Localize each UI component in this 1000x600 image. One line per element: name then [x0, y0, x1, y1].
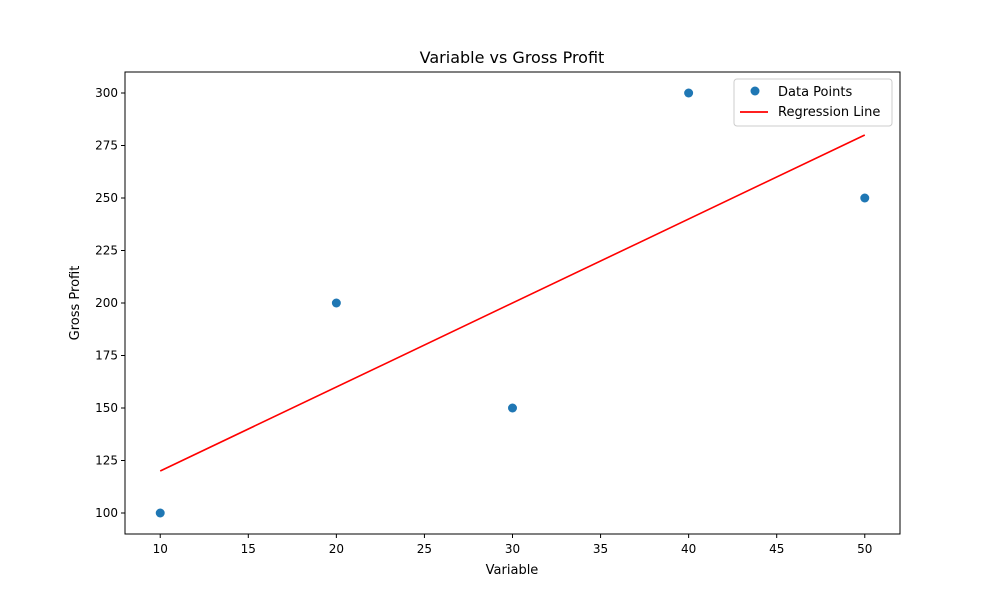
y-tick-label: 200	[95, 296, 118, 310]
y-axis-label: Gross Profit	[68, 266, 83, 341]
y-tick-label: 300	[95, 86, 118, 100]
x-tick-label: 15	[241, 542, 256, 556]
y-tick-label: 275	[95, 139, 118, 153]
legend-label-regression-line: Regression Line	[778, 105, 880, 120]
x-tick-label: 20	[329, 542, 344, 556]
x-axis-label: Variable	[486, 563, 539, 578]
legend-marker-data-points	[750, 86, 760, 96]
legend: Data Points Regression Line	[733, 78, 893, 127]
x-tick-label: 30	[505, 542, 520, 556]
legend-box	[733, 78, 893, 127]
axes: 10 15 20 25 30 35 40 45 50 100 125 150 175 200 225 250 2…	[95, 86, 872, 556]
y-tick-label: 125	[95, 454, 118, 468]
y-tick-label: 150	[95, 401, 118, 415]
legend-label-data-points: Data Points	[778, 85, 852, 100]
x-tick-label: 50	[857, 542, 872, 556]
y-tick-label: 100	[95, 506, 118, 520]
data-point	[155, 508, 165, 518]
y-tick-label: 225	[95, 244, 118, 258]
x-tick-label: 10	[153, 542, 168, 556]
data-point	[508, 403, 517, 413]
x-tick-label: 35	[593, 542, 608, 556]
data-point	[860, 193, 870, 203]
y-tick-label: 175	[95, 349, 118, 363]
plot-area	[155, 88, 870, 518]
data-point	[684, 88, 694, 98]
x-tick-label: 40	[681, 542, 696, 556]
x-tick-label: 45	[769, 542, 784, 556]
y-tick-label: 250	[95, 191, 118, 205]
data-point	[331, 298, 341, 308]
x-tick-label: 25	[417, 542, 432, 556]
regression-line	[159, 134, 866, 472]
chart-title: Variable vs Gross Profit	[420, 48, 605, 67]
